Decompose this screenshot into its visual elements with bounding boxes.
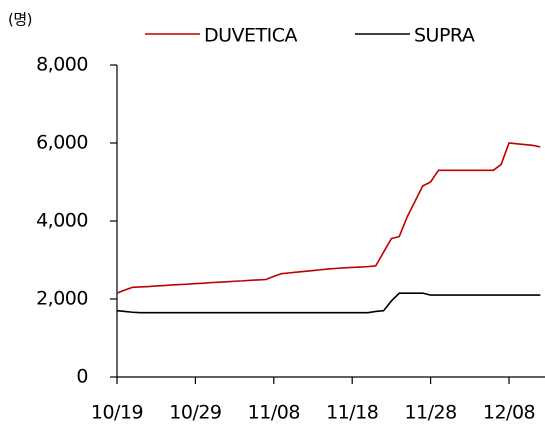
y-tick-label: 8,000	[36, 54, 88, 76]
legend-label: DUVETICA	[204, 25, 298, 47]
y-tick-label: 6,000	[36, 132, 88, 154]
x-tick-label: 10/19	[91, 402, 143, 424]
x-tick-label: 10/29	[169, 402, 221, 424]
x-tick-label: 11/28	[404, 402, 456, 424]
series-line	[116, 292, 541, 314]
legend-label: SUPRA	[414, 25, 475, 47]
x-tick-label: 11/18	[326, 402, 378, 424]
y-tick-label: 2,000	[36, 288, 88, 310]
y-unit-label: (명)	[8, 11, 32, 29]
y-tick-label: 4,000	[36, 210, 88, 232]
x-tick-label: 12/08	[483, 402, 535, 424]
x-tick-label: 11/08	[248, 402, 300, 424]
y-tick-label: 0	[76, 366, 88, 388]
series-line	[116, 142, 541, 294]
